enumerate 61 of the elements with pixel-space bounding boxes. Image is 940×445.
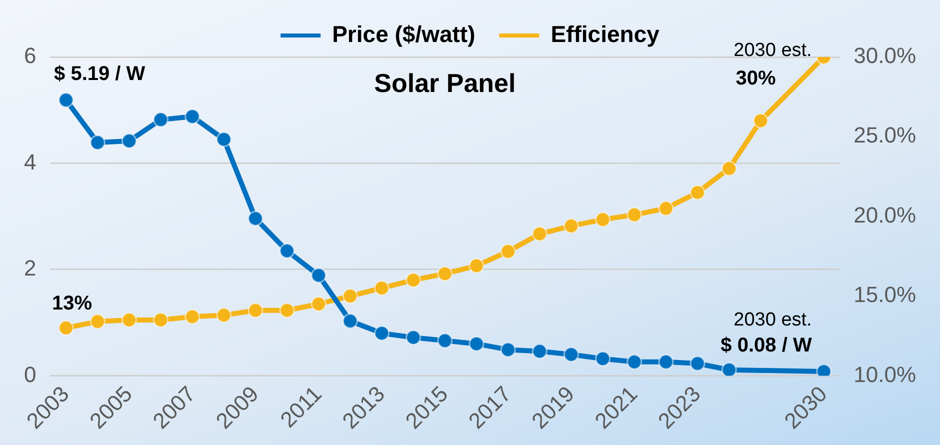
point xyxy=(563,346,579,362)
point xyxy=(216,307,232,323)
point xyxy=(58,320,74,336)
annotation: 13% xyxy=(52,292,92,314)
point xyxy=(690,356,706,372)
point xyxy=(595,212,611,228)
point xyxy=(121,133,137,149)
point xyxy=(500,244,516,260)
y-tick-label: 0 xyxy=(24,362,36,387)
point xyxy=(406,272,422,288)
legend-label: Efficiency xyxy=(550,20,660,47)
text: Solar Panel xyxy=(374,68,516,98)
point xyxy=(626,207,642,223)
point xyxy=(500,342,516,358)
point xyxy=(90,314,106,330)
y2-tick-label: 20.0% xyxy=(854,202,916,228)
point xyxy=(595,350,611,366)
point xyxy=(121,312,137,328)
point xyxy=(374,280,390,296)
point xyxy=(721,160,737,176)
point xyxy=(532,344,548,360)
point xyxy=(184,108,200,124)
point xyxy=(532,226,548,242)
point xyxy=(248,210,264,226)
point xyxy=(406,330,422,346)
y2-tick-label: 30.0% xyxy=(854,43,916,68)
point xyxy=(563,218,579,234)
point xyxy=(437,332,453,348)
annotation: $ 5.19 / W xyxy=(54,63,146,86)
point xyxy=(721,362,737,376)
y-tick-label: 4 xyxy=(24,149,36,174)
point xyxy=(248,302,264,318)
point xyxy=(374,325,390,341)
y-tick-label: 2 xyxy=(24,256,36,281)
point xyxy=(58,92,74,108)
point xyxy=(90,134,106,150)
annotation: 2030 est. 30% xyxy=(734,40,812,90)
y2-tick-label: 25.0% xyxy=(854,122,916,148)
point xyxy=(342,313,358,329)
point xyxy=(468,336,484,352)
legend-label: Price ($/watt) xyxy=(332,20,476,47)
point xyxy=(658,354,674,370)
point xyxy=(153,312,168,328)
y2-tick-label: 15.0% xyxy=(854,282,916,308)
point xyxy=(153,112,168,128)
point xyxy=(342,288,358,304)
point xyxy=(310,296,326,312)
point xyxy=(310,268,326,284)
annotation: 2030 est. $ 0.08 / W xyxy=(720,309,812,356)
point xyxy=(279,302,295,318)
point xyxy=(184,309,200,325)
point xyxy=(626,354,642,370)
point xyxy=(690,184,706,200)
point xyxy=(658,200,674,216)
y2-tick-label: 10.0% xyxy=(854,362,916,387)
point xyxy=(468,258,484,274)
y-tick-label: 6 xyxy=(24,43,36,68)
point xyxy=(437,266,453,282)
point xyxy=(752,112,768,128)
point xyxy=(279,243,295,259)
point xyxy=(216,132,232,148)
